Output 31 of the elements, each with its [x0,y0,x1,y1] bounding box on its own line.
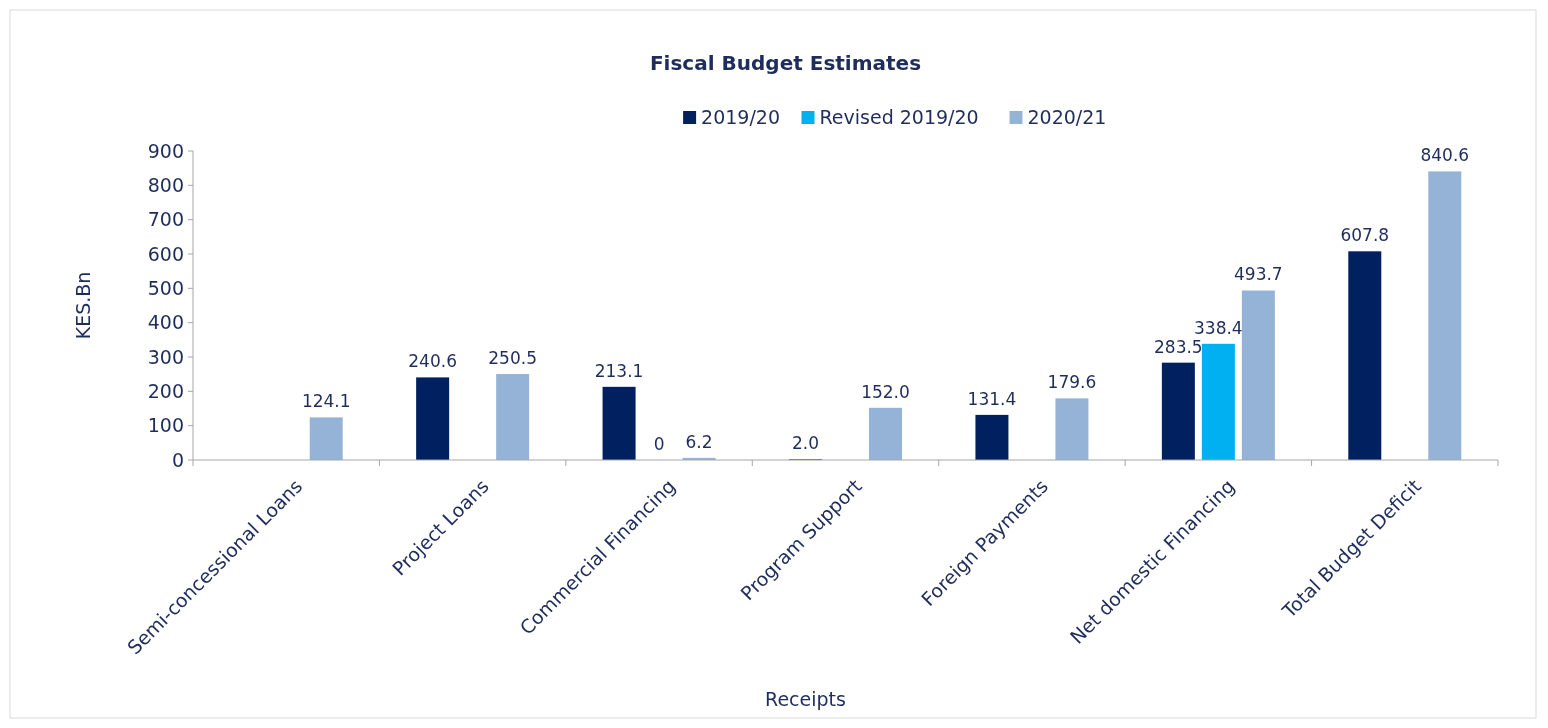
data-label: 250.5 [488,347,537,368]
y-tick-label: 0 [171,448,184,471]
legend-label: 2020/21 [1027,106,1107,128]
data-label: 840.6 [1420,145,1470,166]
y-tick-label: 600 [147,242,184,265]
data-label: 124.1 [301,391,351,412]
data-label: 6.2 [685,431,713,452]
y-tick-label: 700 [147,208,184,231]
y-tick-label: 900 [147,139,184,162]
y-tick-label: 100 [147,414,184,437]
y-tick-label: 800 [147,173,184,196]
y-tick-label: 500 [147,276,184,299]
x-axis-title: Receipts [765,688,846,710]
y-tick-label: 200 [147,379,184,402]
data-label: 493.7 [1234,264,1283,285]
data-label: 2.0 [791,433,820,454]
data-label: 338.4 [1194,317,1243,338]
data-label: 131.4 [967,388,1017,409]
data-label: 179.6 [1047,372,1097,393]
chart-title: Fiscal Budget Estimates [649,51,922,75]
data-label: 213.1 [594,360,644,381]
legend-label: Revised 2019/20 [819,106,979,128]
legend-label: 2019/20 [701,106,781,128]
data-label: 240.6 [408,351,457,372]
data-label: 283.5 [1154,336,1203,357]
y-axis-title: KES.Bn [72,271,94,340]
data-label: 0 [653,434,665,454]
data-label: 152.0 [861,381,910,402]
data-label: 607.8 [1340,225,1390,246]
y-tick-label: 400 [147,311,184,334]
y-tick-label: 300 [147,345,184,368]
